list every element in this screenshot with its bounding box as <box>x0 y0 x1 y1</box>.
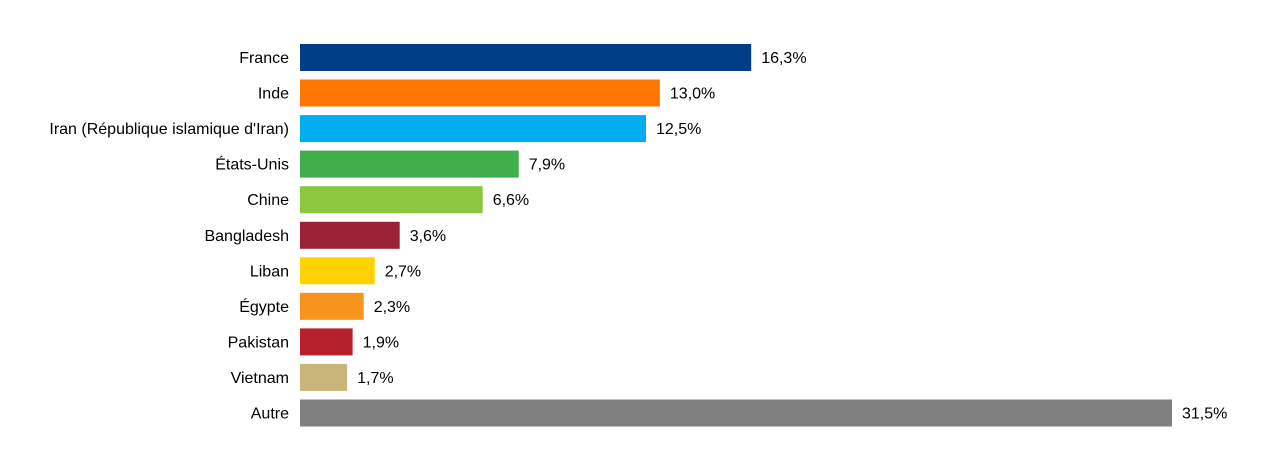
value-label-0: 16,3% <box>761 50 806 67</box>
value-label-8: 1,9% <box>363 334 399 351</box>
category-label-7: Égypte <box>239 297 289 316</box>
category-label-10: Autre <box>251 406 289 423</box>
value-label-3: 7,9% <box>529 157 565 174</box>
bar-7 <box>300 292 364 320</box>
bar-10 <box>300 399 1172 427</box>
bar-2 <box>300 115 646 143</box>
category-label-8: Pakistan <box>228 334 289 351</box>
bar-9 <box>300 363 348 391</box>
category-label-4: Chine <box>247 192 289 209</box>
category-labels-group: France Inde Iran (République islamique d'I… <box>49 50 289 423</box>
bar-8 <box>300 328 353 356</box>
value-labels-group: 16,3% 13,0% 12,5% 7,9% 6,6% 3,6% 2,7% 2,3% 1,9% 1… <box>357 50 1227 423</box>
value-label-5: 3,6% <box>410 228 446 245</box>
category-label-6: Liban <box>250 263 289 280</box>
bar-6 <box>300 257 375 285</box>
value-label-7: 2,3% <box>374 299 410 316</box>
category-label-9: Vietnam <box>231 370 289 387</box>
value-label-4: 6,6% <box>493 192 529 209</box>
category-label-2: Iran (République islamique d'Iran) <box>49 121 289 138</box>
bar-0 <box>300 44 752 71</box>
value-label-6: 2,7% <box>385 263 421 280</box>
value-label-2: 12,5% <box>656 121 701 138</box>
category-label-5: Bangladesh <box>204 228 289 245</box>
category-label-0: France <box>239 50 289 67</box>
bar-1 <box>300 79 660 107</box>
bars-group <box>300 44 1172 427</box>
bar-5 <box>300 221 400 249</box>
bar-3 <box>300 150 519 178</box>
value-label-9: 1,7% <box>357 370 393 387</box>
bar-4 <box>300 186 483 214</box>
category-label-1: Inde <box>258 86 289 103</box>
value-label-10: 31,5% <box>1182 406 1227 423</box>
value-label-1: 13,0% <box>670 86 715 103</box>
category-label-3: États-Unis <box>215 155 289 174</box>
